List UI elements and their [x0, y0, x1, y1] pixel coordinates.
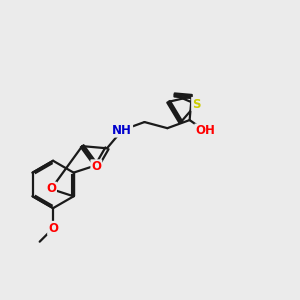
Text: O: O: [46, 182, 56, 196]
Text: O: O: [48, 222, 58, 235]
Text: O: O: [91, 160, 101, 173]
Text: OH: OH: [195, 124, 215, 137]
Text: NH: NH: [112, 124, 132, 136]
Text: S: S: [192, 98, 201, 111]
